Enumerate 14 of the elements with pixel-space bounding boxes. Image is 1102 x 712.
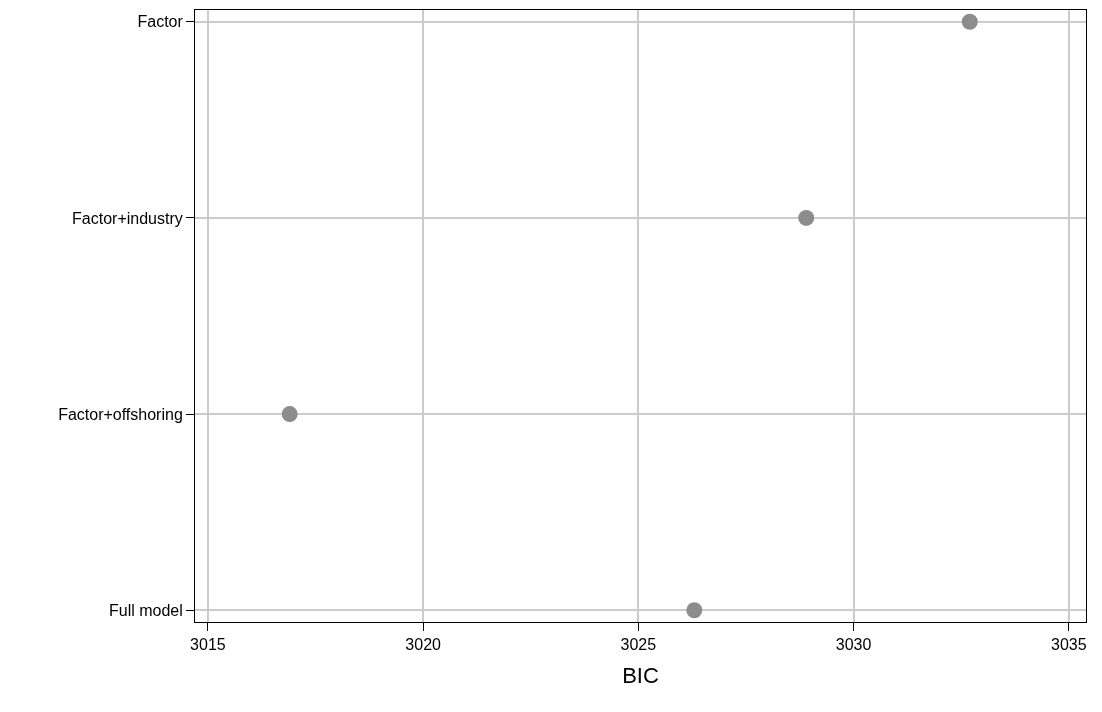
x-tick-label: 3030 [835, 636, 872, 654]
point [686, 602, 703, 619]
y-tick-label: Factor [137, 13, 184, 31]
x-tick-label: 3020 [405, 636, 442, 654]
point [798, 209, 815, 226]
x-tick-label: 3025 [620, 636, 657, 654]
y-tick-label: Full model [108, 601, 183, 619]
y-tick-label: Factor+offshoring [58, 405, 183, 423]
point [961, 13, 978, 30]
point [281, 406, 298, 423]
x-axis-title: BIC [622, 663, 659, 689]
x-tick-label: 3015 [190, 636, 226, 654]
x-tick-label: 3035 [1050, 636, 1087, 654]
y-tick-label: Factor+industry [72, 209, 183, 227]
